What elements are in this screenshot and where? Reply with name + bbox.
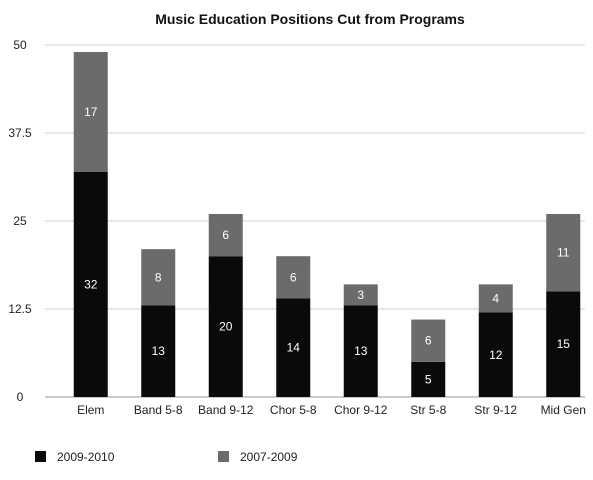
data-label: 13 (354, 344, 368, 358)
data-label: 5 (425, 372, 432, 386)
y-axis: 0 12.5 25 37.5 50 (8, 38, 32, 404)
data-label: 14 (287, 341, 301, 355)
bar-2007-2009 (411, 319, 446, 362)
x-axis: Elem Band 5-8 Band 9-12 Chor 5-8 Chor 9-12 St… (77, 403, 586, 417)
data-label: 6 (222, 228, 229, 242)
x-tick-label: Chor 9-12 (334, 403, 388, 417)
x-tick-label: Mid Gen (541, 403, 586, 417)
legend-label: 2007-2009 (240, 450, 298, 464)
x-tick-label: Elem (77, 403, 104, 417)
x-tick-label: Chor 5-8 (270, 403, 317, 417)
data-label: 6 (425, 334, 432, 348)
data-label: 8 (155, 270, 162, 284)
legend-swatch (218, 451, 229, 462)
x-tick-label: Str 5-8 (410, 403, 446, 417)
bar-2009-2010 (208, 256, 243, 397)
data-label: 4 (492, 291, 499, 305)
y-tick-label: 12.5 (8, 302, 32, 316)
bar-2009-2010 (343, 305, 378, 397)
legend-label: 2009-2010 (57, 450, 115, 464)
data-label: 11 (557, 246, 570, 260)
bar-2007-2009 (276, 256, 311, 299)
data-label: 6 (290, 270, 297, 284)
data-label: 20 (219, 320, 233, 334)
bar-2009-2010 (276, 298, 311, 397)
y-tick-label: 37.5 (8, 126, 32, 140)
data-label: 17 (84, 105, 98, 119)
chart-title: Music Education Positions Cut from Progr… (155, 11, 465, 27)
data-label: 12 (489, 348, 503, 362)
bar-2009-2010 (73, 171, 108, 397)
bar-2009-2010 (141, 305, 176, 397)
bar-2009-2010 (546, 291, 581, 397)
bar-2007-2009 (478, 284, 513, 313)
bars: 32 17 13 8 20 6 14 6 13 3 5 6 12 4 15 11 (73, 52, 581, 397)
bar-2009-2010 (411, 361, 446, 397)
y-tick-label: 50 (13, 38, 27, 52)
bar-2007-2009 (208, 213, 243, 257)
bar-2009-2010 (478, 312, 513, 397)
bar-2007-2009 (141, 249, 176, 306)
y-tick-label: 0 (17, 390, 24, 404)
legend: 2009-2010 2007-2009 (35, 450, 298, 464)
legend-swatch (35, 451, 46, 462)
data-label: 32 (84, 277, 98, 291)
data-label: 15 (557, 337, 571, 351)
y-tick-label: 25 (13, 214, 27, 228)
x-tick-label: Band 5-8 (134, 403, 183, 417)
bar-2007-2009 (546, 213, 581, 292)
x-tick-label: Str 9-12 (474, 403, 517, 417)
x-tick-label: Band 9-12 (198, 403, 254, 417)
bar-2007-2009 (343, 284, 378, 306)
data-label: 13 (152, 344, 166, 358)
bar-2007-2009 (73, 52, 108, 172)
data-label: 3 (357, 288, 364, 302)
